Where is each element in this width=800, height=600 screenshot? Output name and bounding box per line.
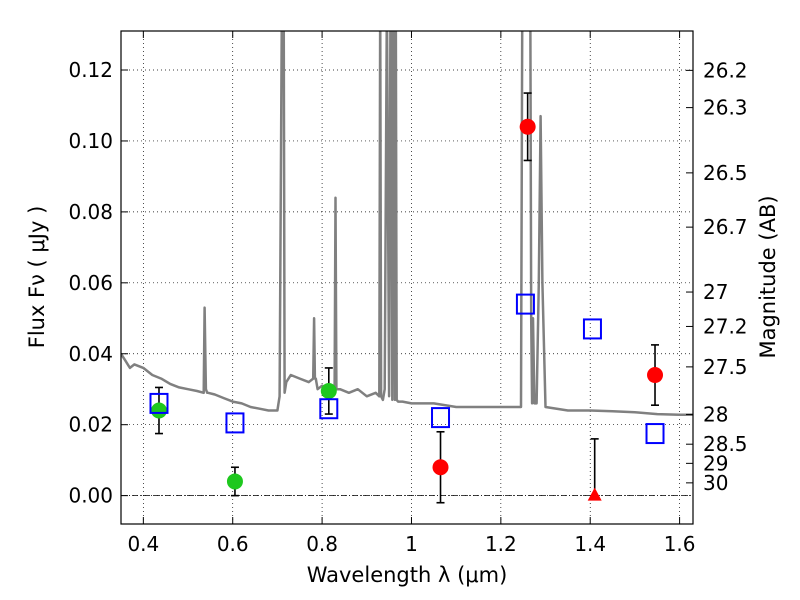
y-tick-label: 0.06 bbox=[68, 271, 113, 295]
right-tick-label: 29 bbox=[703, 451, 728, 475]
right-tick-label: 28 bbox=[703, 402, 728, 426]
right-tick-label: 26.3 bbox=[703, 96, 748, 120]
data-point bbox=[432, 459, 449, 476]
x-tick-label: 0.6 bbox=[217, 532, 249, 556]
right-tick-label: 26.5 bbox=[703, 161, 748, 185]
model-point bbox=[319, 398, 339, 420]
upper-limit-marker bbox=[587, 487, 602, 501]
y-tick-label: 0.02 bbox=[68, 413, 113, 437]
data-point bbox=[320, 382, 337, 399]
y-tick-label: 0.04 bbox=[68, 342, 113, 366]
y-tick-label: 0.10 bbox=[68, 129, 113, 153]
model-point bbox=[515, 293, 535, 315]
axis-ticks: 0.4 0.6 0.8 1 1.2 1.4 1.6 0.00 0.02 0.04 0.06 0.08 0… bbox=[68, 31, 748, 556]
x-tick-label: 0.4 bbox=[127, 532, 159, 556]
data-point bbox=[647, 367, 664, 384]
x-tick-label: 0.8 bbox=[306, 532, 338, 556]
model-point bbox=[582, 318, 602, 340]
model-point bbox=[431, 407, 451, 429]
model-point bbox=[225, 412, 245, 434]
x-axis-label: Wavelength λ (μm) bbox=[307, 563, 508, 587]
model-point bbox=[149, 392, 169, 414]
x-tick-label: 1.2 bbox=[485, 532, 517, 556]
data-point bbox=[519, 118, 536, 135]
y-axis-label: Flux Fν ( μJy ) bbox=[25, 206, 49, 349]
right-tick-label: 26.7 bbox=[703, 215, 748, 239]
y-tick-label: 0.00 bbox=[68, 484, 113, 508]
right-tick-label: 26.2 bbox=[703, 58, 748, 82]
right-tick-label: 28.5 bbox=[703, 432, 748, 456]
grid bbox=[121, 31, 693, 524]
x-tick-label: 1.6 bbox=[664, 532, 696, 556]
model-point bbox=[645, 423, 665, 445]
right-axis-label: Magnitude (AB) bbox=[756, 195, 780, 358]
y-tick-label: 0.08 bbox=[68, 200, 113, 224]
x-tick-label: 1.4 bbox=[574, 532, 606, 556]
right-tick-label: 30 bbox=[703, 471, 728, 495]
right-tick-label: 27.2 bbox=[703, 314, 748, 338]
x-tick-label: 1 bbox=[405, 532, 418, 556]
plot-frame bbox=[120, 30, 694, 525]
data-point bbox=[150, 402, 167, 419]
plot-area bbox=[121, 31, 693, 504]
y-tick-label: 0.12 bbox=[68, 58, 113, 82]
right-tick-label: 27 bbox=[703, 280, 728, 304]
data-point bbox=[226, 473, 243, 490]
right-tick-label: 27.5 bbox=[703, 355, 748, 379]
spectrum-line bbox=[121, 31, 693, 417]
